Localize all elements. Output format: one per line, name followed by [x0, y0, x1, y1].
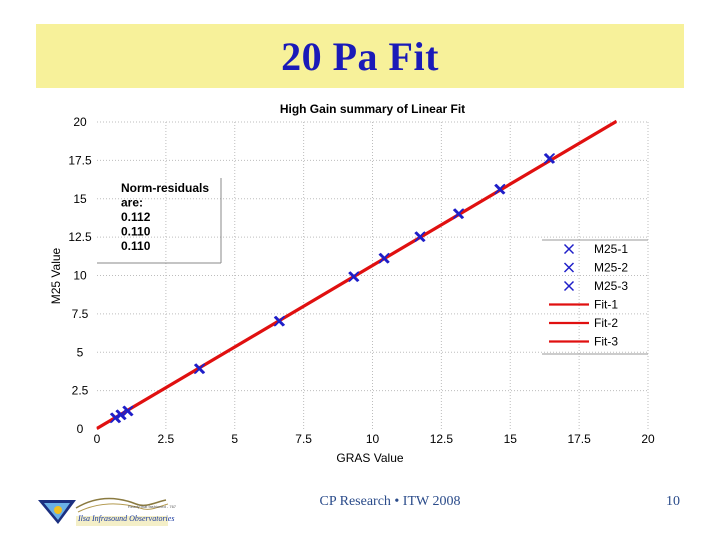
data-point-m25-3 [544, 153, 556, 164]
data-point-m25-3 [195, 363, 206, 374]
data-point-m25-3 [349, 271, 360, 282]
data-point-m25-3 [123, 405, 134, 416]
y-tick-label: 12.5 [68, 230, 92, 244]
annotation-line: are: [121, 196, 143, 210]
x-axis-label: GRAS Value [336, 451, 403, 465]
y-tick-label: 10 [73, 269, 87, 283]
y-tick-label: 17.5 [68, 153, 92, 167]
footer-text: CP Research • ITW 2008 [319, 494, 461, 509]
slide-title: 20 Pa Fit [281, 33, 439, 79]
annotation-line: 0.110 [121, 239, 151, 253]
page-number: 10 [666, 494, 680, 509]
data-point-m25-3 [495, 183, 506, 194]
title-band: 20 Pa Fit [36, 24, 684, 88]
annotation-line: 0.112 [121, 210, 151, 224]
data-point-m25-3 [274, 315, 286, 326]
legend-label: Fit-1 [594, 298, 618, 312]
data-point-m25-3 [111, 412, 122, 423]
y-axis-label: M25 Value [49, 247, 63, 304]
x-tick-label: 15 [504, 432, 518, 446]
legend-marker-icon [563, 280, 575, 292]
legend-label: M25-2 [594, 261, 628, 275]
data-point-m25-3 [415, 231, 426, 242]
legend-label: Fit-3 [594, 335, 618, 349]
legend-marker-icon [563, 262, 575, 273]
annotation-line: 0.110 [121, 225, 151, 239]
y-tick-label: 0 [77, 422, 84, 436]
data-point-m25-3 [116, 409, 127, 420]
x-tick-label: 7.5 [295, 432, 312, 446]
y-tick-label: 20 [73, 115, 87, 129]
x-tick-label: 12.5 [430, 432, 454, 446]
y-tick-label: 7.5 [72, 307, 89, 321]
x-tick-label: 17.5 [567, 432, 591, 446]
logo-graphic [36, 494, 170, 528]
legend-label: M25-1 [594, 242, 628, 256]
logo-small-text: Ready that fashioned - 767 [128, 504, 177, 509]
logo-text: Ilsa Infrasound Observatories [78, 514, 175, 523]
y-tick-label: 5 [77, 345, 84, 359]
chart-title: High Gain summary of Linear Fit [280, 102, 465, 116]
x-tick-label: 10 [366, 432, 380, 446]
x-tick-label: 2.5 [158, 432, 175, 446]
data-point-m25-3 [379, 252, 390, 263]
x-tick-label: 20 [641, 432, 655, 446]
y-tick-label: 15 [73, 192, 87, 206]
x-tick-label: 0 [94, 432, 101, 446]
legend-label: Fit-2 [594, 316, 618, 330]
annotation-line: Norm-residuals [121, 181, 209, 195]
legend-label: M25-3 [594, 279, 628, 293]
y-tick-label: 2.5 [72, 384, 89, 398]
logo: Ready that fashioned - 767 Ilsa Infrasou… [36, 494, 176, 528]
x-tick-label: 5 [231, 432, 238, 446]
legend-marker-icon [563, 243, 575, 255]
data-point-m25-3 [454, 208, 465, 219]
